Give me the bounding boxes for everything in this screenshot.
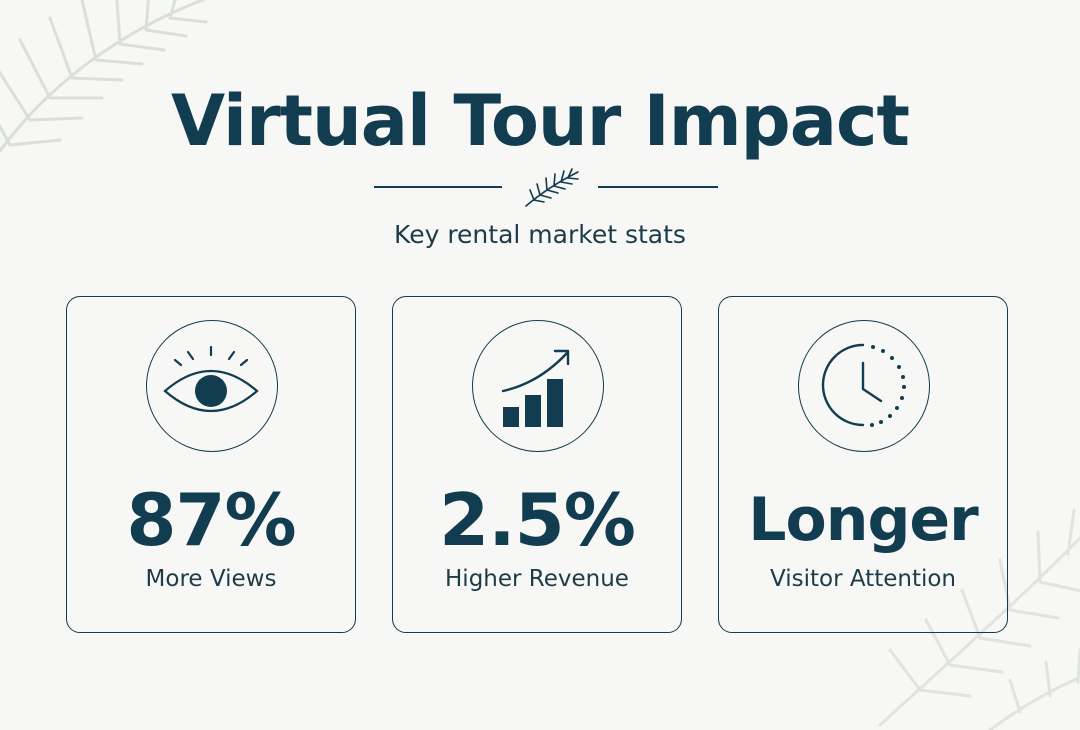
divider-line-right: [598, 186, 718, 188]
bar-chart-growth-icon: [501, 349, 570, 427]
stat-label: Higher Revenue: [445, 566, 629, 592]
stat-card-revenue: 2.5% Higher Revenue: [392, 296, 682, 633]
icon-circle: [146, 320, 278, 452]
stat-label: Visitor Attention: [770, 566, 956, 592]
stat-value: 2.5%: [439, 478, 636, 562]
stat-value: 87%: [126, 478, 296, 562]
page-title: Virtual Tour Impact: [171, 80, 910, 162]
page-subtitle: Key rental market stats: [394, 220, 686, 249]
clock-icon: [821, 343, 906, 427]
stat-value: Longer: [748, 485, 978, 555]
stat-card-attention: Longer Visitor Attention: [718, 296, 1008, 633]
palm-leaf-icon: [525, 168, 579, 207]
eye-icon: [163, 345, 259, 412]
stat-label: More Views: [145, 566, 277, 592]
icon-circle: [798, 320, 930, 452]
stat-card-views: 87% More Views: [66, 296, 356, 633]
divider-line-left: [374, 186, 502, 188]
icon-circle: [472, 320, 604, 452]
title-divider: [0, 160, 1080, 210]
